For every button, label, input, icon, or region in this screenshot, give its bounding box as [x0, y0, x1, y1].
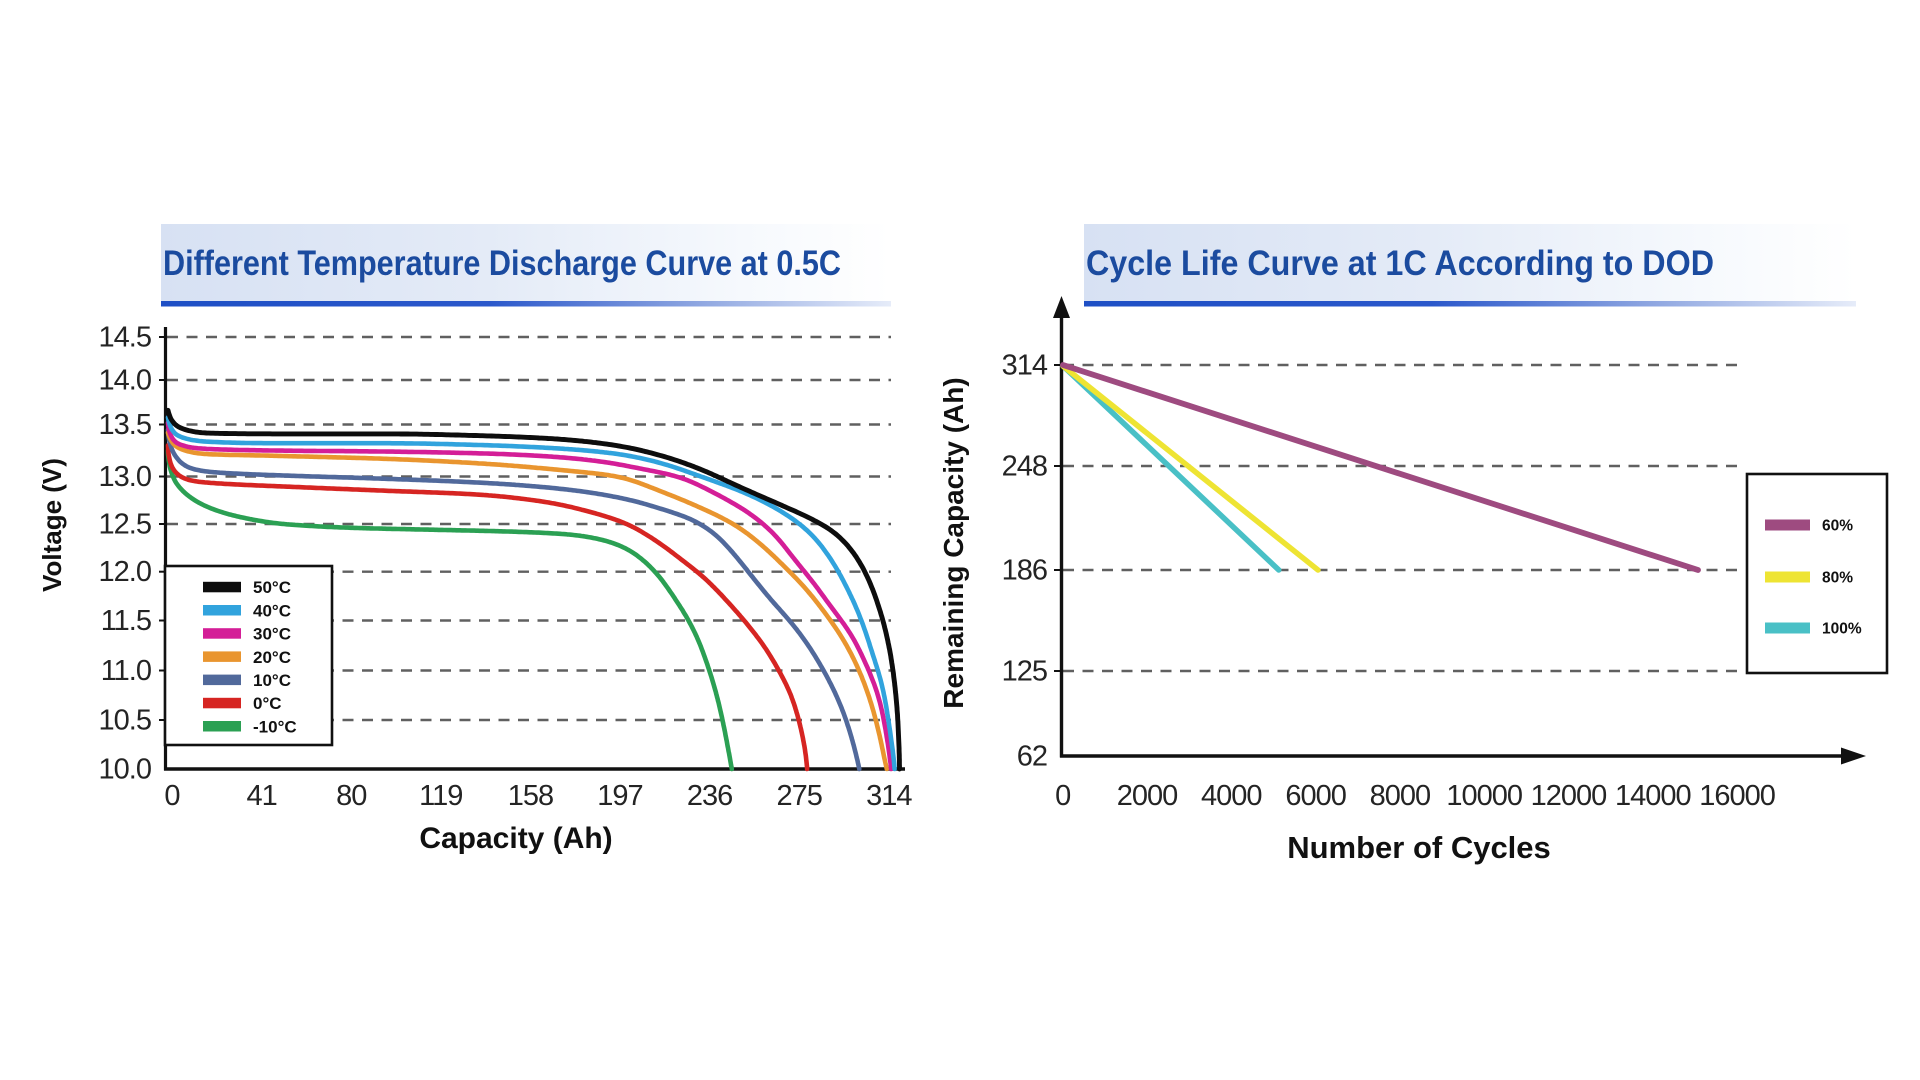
svg-text:12000: 12000	[1531, 780, 1607, 812]
svg-text:Number of Cycles: Number of Cycles	[1287, 830, 1551, 865]
svg-text:10000: 10000	[1446, 780, 1522, 812]
svg-text:119: 119	[419, 780, 462, 812]
svg-text:13.5: 13.5	[99, 409, 151, 441]
svg-text:8000: 8000	[1370, 780, 1431, 812]
svg-text:11.0: 11.0	[101, 655, 151, 687]
svg-text:100%: 100%	[1822, 621, 1862, 638]
svg-text:0°C: 0°C	[253, 694, 282, 713]
svg-text:10.0: 10.0	[99, 754, 151, 786]
svg-text:314: 314	[866, 780, 912, 812]
svg-text:41: 41	[246, 780, 276, 812]
svg-text:-10°C: -10°C	[253, 717, 297, 736]
svg-text:80: 80	[336, 780, 366, 812]
svg-text:186: 186	[1002, 555, 1047, 587]
svg-text:236: 236	[687, 780, 732, 812]
svg-text:Voltage (V): Voltage (V)	[37, 458, 67, 592]
svg-text:16000: 16000	[1699, 780, 1775, 812]
svg-text:125: 125	[1002, 656, 1047, 688]
svg-text:14.0: 14.0	[99, 365, 151, 397]
svg-text:197: 197	[597, 780, 642, 812]
svg-text:Cycle Life Curve at 1C Accordi: Cycle Life Curve at 1C According to DOD	[1086, 244, 1714, 283]
svg-text:12.0: 12.0	[99, 556, 151, 588]
svg-text:13.0: 13.0	[99, 461, 151, 493]
svg-text:14000: 14000	[1615, 780, 1691, 812]
svg-text:60%: 60%	[1822, 518, 1853, 535]
svg-text:Capacity (Ah): Capacity (Ah)	[419, 822, 612, 855]
svg-text:62: 62	[1017, 741, 1047, 773]
svg-text:Different Temperature Discharg: Different Temperature Discharge Curve at…	[163, 244, 841, 283]
svg-text:80%: 80%	[1822, 570, 1853, 587]
svg-text:0: 0	[1055, 780, 1070, 812]
svg-text:10°C: 10°C	[253, 671, 291, 690]
svg-text:248: 248	[1002, 451, 1047, 483]
svg-text:6000: 6000	[1285, 780, 1346, 812]
svg-text:30°C: 30°C	[253, 625, 291, 644]
svg-text:12.5: 12.5	[99, 509, 151, 541]
svg-text:314: 314	[1002, 350, 1048, 382]
svg-text:2000: 2000	[1117, 780, 1178, 812]
svg-text:20°C: 20°C	[253, 648, 291, 667]
svg-text:Remaining Capacity (Ah): Remaining Capacity (Ah)	[938, 377, 969, 708]
svg-text:40°C: 40°C	[253, 601, 291, 620]
svg-text:11.5: 11.5	[101, 605, 151, 637]
svg-text:158: 158	[508, 780, 553, 812]
svg-text:10.5: 10.5	[99, 705, 151, 737]
svg-text:14.5: 14.5	[99, 322, 151, 354]
svg-text:0: 0	[164, 780, 179, 812]
svg-text:50°C: 50°C	[253, 578, 291, 597]
svg-text:275: 275	[777, 780, 822, 812]
svg-text:4000: 4000	[1201, 780, 1262, 812]
